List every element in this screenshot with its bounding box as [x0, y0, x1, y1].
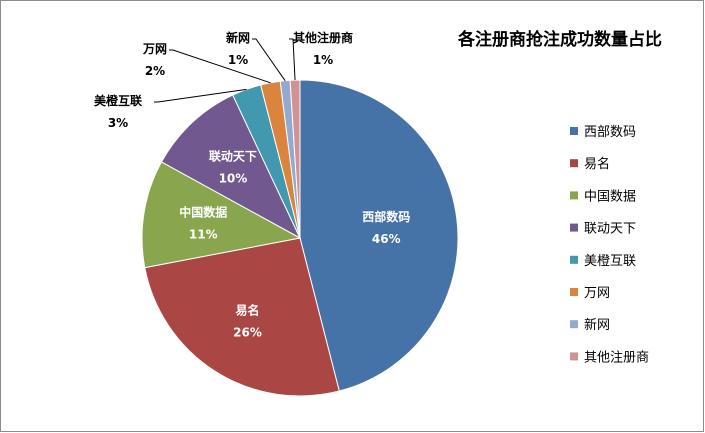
legend-swatch-7 [570, 352, 578, 361]
legend-entry-1: 易名 [584, 156, 610, 172]
pie-slice-2 [141, 161, 302, 269]
slice-name-label-7: 其他注册商 [293, 30, 353, 45]
slice-pct-label-1: 26% [233, 326, 262, 340]
slice-pct-label-5: 2% [145, 64, 165, 78]
leader-line-7 [289, 38, 296, 81]
legend-entry-0: 西部数码 [584, 125, 636, 140]
slice-pct-label-4: 3% [108, 116, 128, 130]
pie-slice-1 [144, 237, 340, 397]
slice-pct-label-6: 1% [228, 53, 248, 67]
slice-pct-label-2: 11% [189, 228, 218, 242]
slice-name-label-3: 联动天下 [209, 150, 257, 164]
legend-swatch-4 [570, 255, 578, 264]
legend-entry-2: 中国数据 [584, 189, 636, 204]
slice-pct-label-0: 46% [372, 232, 401, 246]
slice-pct-label-3: 10% [219, 172, 248, 186]
legend-swatch-1 [570, 159, 578, 168]
pie-slice-0 [299, 79, 459, 392]
legend-entry-5: 万网 [584, 286, 610, 301]
chart-title: 各注册商抢注成功数量占比 [457, 29, 662, 50]
slice-pct-label-7: 1% [313, 53, 333, 67]
slice-name-label-0: 西部数码 [362, 209, 410, 224]
pie-slice-3 [160, 94, 302, 240]
legend-swatch-0 [570, 127, 578, 135]
slice-name-label-2: 中国数据 [179, 205, 227, 220]
legend-swatch-3 [570, 223, 578, 232]
legend-swatch-5 [570, 288, 578, 296]
slice-name-label-5: 万网 [142, 42, 167, 56]
pie-slice-7 [289, 79, 301, 239]
slice-name-label-1: 易名 [236, 303, 260, 318]
slice-name-label-4: 美橙互联 [94, 93, 142, 108]
legend-entry-7: 其他注册商 [584, 350, 649, 365]
leader-line-5 [169, 49, 271, 84]
leader-line-4 [154, 88, 247, 103]
legend-swatch-6 [570, 320, 578, 329]
slice-name-label-6: 新网 [226, 30, 250, 45]
legend-entry-6: 新网 [584, 317, 610, 333]
legend-entry-4: 美橙互联 [584, 254, 636, 269]
legend-entry-3: 联动天下 [584, 222, 636, 237]
legend-swatch-2 [570, 191, 578, 200]
leader-line-6 [252, 38, 286, 81]
